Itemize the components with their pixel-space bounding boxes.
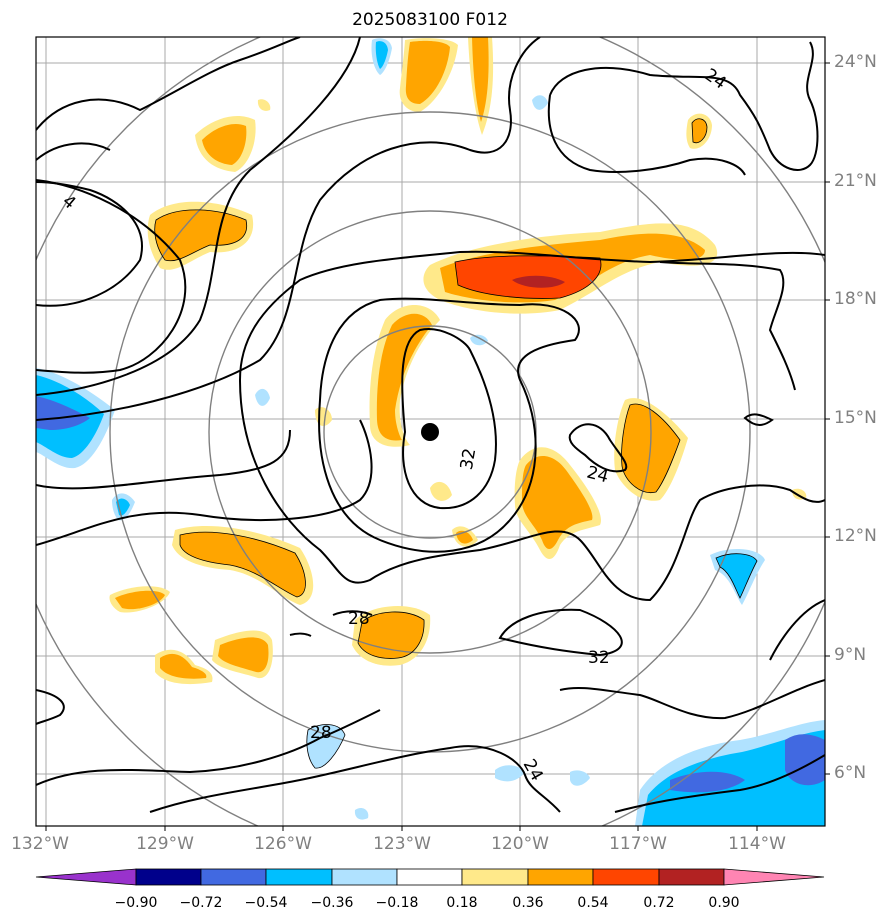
lon-label: 132°W (11, 834, 69, 854)
map-frame (35, 36, 826, 827)
colorbar-tick: −0.54 (244, 895, 288, 911)
geopotential-contours (36, 37, 825, 813)
map-title: 2025083100 F012 (352, 10, 508, 30)
colorbar-segment (331, 868, 398, 886)
colorbar-segment (527, 868, 594, 886)
gridlines (36, 37, 825, 826)
lat-label: 24°N (834, 52, 877, 72)
lat-label: 18°N (834, 289, 877, 309)
lat-label: 9°N (834, 645, 867, 665)
lon-label: 129°W (136, 834, 194, 854)
lon-label: 123°W (373, 834, 431, 854)
colorbar-tick: 0.72 (643, 895, 675, 911)
colorbar-segment (658, 868, 725, 886)
contour-label: 24 (519, 756, 547, 785)
colorbar-tick: −0.90 (114, 895, 158, 911)
contour-label: 24 (585, 462, 611, 487)
colorbar-segment (592, 868, 660, 886)
lon-label: 120°W (491, 834, 549, 854)
negative-shading (36, 38, 825, 826)
colorbar-segment (135, 868, 202, 886)
lon-label: 114°W (728, 834, 786, 854)
tick-marks (45, 62, 830, 831)
colorbar-tick: −0.18 (375, 895, 419, 911)
lat-label: 6°N (834, 763, 867, 783)
colorbar-tick: 0.18 (446, 895, 478, 911)
storm-center-dot (421, 423, 439, 441)
colorbar (35, 868, 825, 886)
lat-label: 21°N (834, 171, 877, 191)
colorbar-extend-low (35, 868, 137, 886)
lat-label: 15°N (834, 408, 877, 428)
colorbar-tick: 0.90 (708, 895, 740, 911)
lat-label: 12°N (834, 526, 877, 546)
contour-label: 28 (310, 723, 332, 743)
contour-label: 24 (700, 65, 729, 94)
colorbar-tick: −0.36 (310, 895, 354, 911)
contour-label: 28 (348, 609, 370, 629)
colorbar-segment (200, 868, 267, 886)
colorbar-extend-high (723, 868, 825, 886)
positive-shading (109, 37, 807, 685)
contour-label: 32 (588, 648, 610, 668)
colorbar-segment (265, 868, 333, 886)
colorbar-segment (396, 868, 463, 886)
colorbar-segment (461, 868, 529, 886)
colorbar-tick: 0.54 (577, 895, 609, 911)
lon-label: 126°W (254, 834, 312, 854)
colorbar-tick: −0.72 (179, 895, 223, 911)
colorbar-tick: 0.36 (512, 895, 544, 911)
shading-outlines (154, 118, 758, 769)
lon-label: 117°W (609, 834, 667, 854)
contour-label: 32 (457, 447, 480, 472)
